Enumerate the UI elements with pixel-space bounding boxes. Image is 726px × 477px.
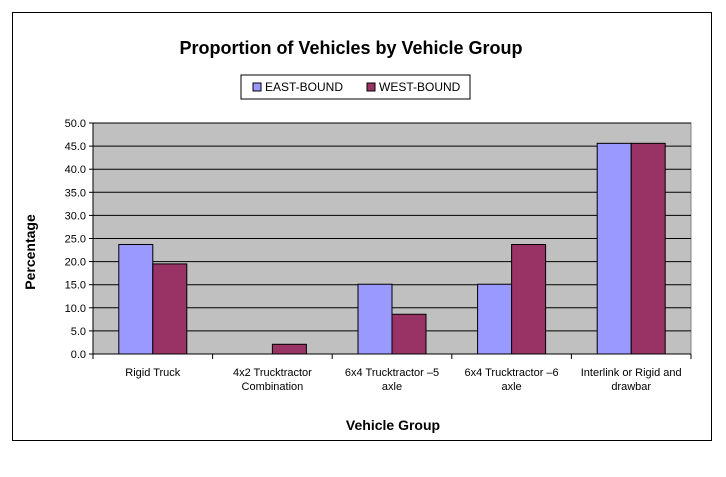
bar-east-bound-3 <box>477 283 513 355</box>
x-category-label: 6x4 Trucktractor –5 <box>345 367 439 379</box>
legend: EAST-BOUND WEST-BOUND <box>240 74 471 100</box>
y-tick-label: 5.0 <box>71 326 86 338</box>
legend-box <box>240 74 471 100</box>
bar-west-bound-4 <box>630 142 666 355</box>
x-category-label: 4x2 Trucktractor <box>233 367 312 379</box>
y-tick-label: 25.0 <box>65 234 86 246</box>
bar-east-bound-2 <box>357 283 393 355</box>
chart-frame: Proportion of Vehicles by Vehicle Group … <box>12 12 712 441</box>
bar-chart: Proportion of Vehicles by Vehicle Group … <box>22 38 692 433</box>
legend-swatch-west-bound <box>366 82 376 92</box>
chart-title: Proportion of Vehicles by Vehicle Group <box>179 38 522 58</box>
x-category-label: axle <box>502 381 522 393</box>
y-tick-label: 0.0 <box>71 349 86 361</box>
bar-west-bound-0 <box>152 263 188 355</box>
bar-east-bound-0 <box>118 244 154 355</box>
y-tick-label: 45.0 <box>65 141 86 153</box>
x-category-label: Interlink or Rigid and <box>581 367 682 379</box>
y-tick-label: 10.0 <box>65 303 86 315</box>
x-category-label: 6x4 Trucktractor –6 <box>465 367 559 379</box>
x-category-label: Rigid Truck <box>125 367 181 379</box>
y-tick-label: 40.0 <box>65 164 86 176</box>
bar-west-bound-1 <box>271 343 307 355</box>
x-category-label: axle <box>382 381 402 393</box>
x-axis-title: Vehicle Group <box>346 417 440 433</box>
x-category-label: Combination <box>242 381 304 393</box>
y-tick-label: 30.0 <box>65 210 86 222</box>
legend-label-west-bound: WEST-BOUND <box>379 80 461 94</box>
plot-area: 0.0 5.0 10.0 15.0 20.0 25.0 30.0 35.0 40.0 45.0 50… <box>65 118 692 393</box>
y-tick-label: 15.0 <box>65 280 86 292</box>
y-tick-label: 20.0 <box>65 257 86 269</box>
y-tick-label: 50.0 <box>65 118 86 130</box>
legend-swatch-east-bound <box>252 82 262 92</box>
x-category-label: drawbar <box>611 381 651 393</box>
y-tick-label: 35.0 <box>65 187 86 199</box>
bar-east-bound-4 <box>596 142 632 355</box>
bar-west-bound-3 <box>511 244 547 355</box>
legend-label-east-bound: EAST-BOUND <box>265 80 343 94</box>
bar-west-bound-2 <box>391 313 427 355</box>
y-axis-title: Percentage <box>22 214 38 290</box>
